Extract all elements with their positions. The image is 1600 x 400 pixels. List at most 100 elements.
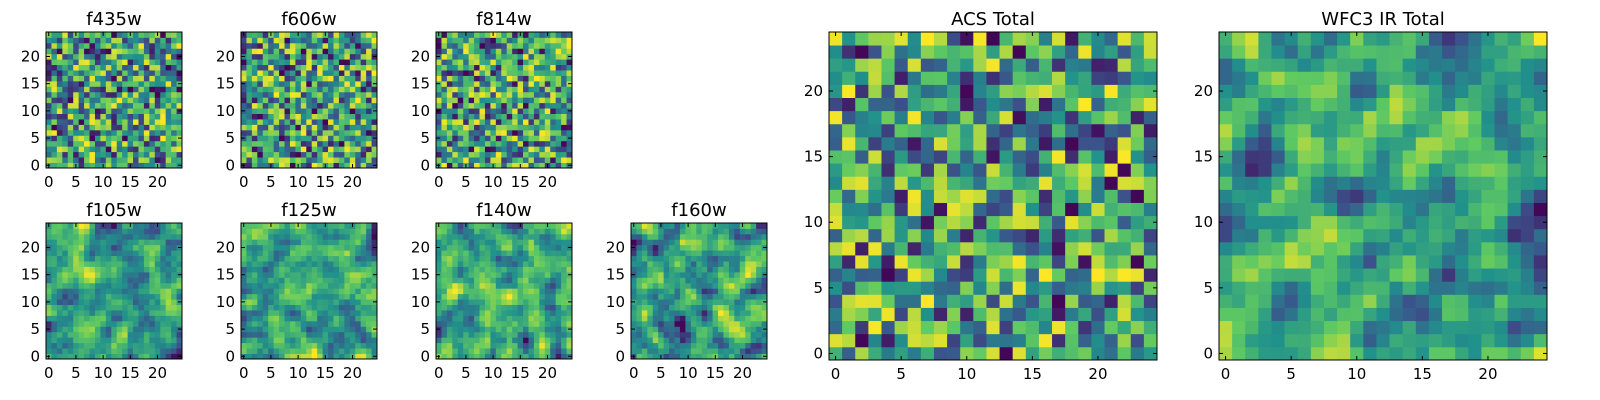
heatmap-cell bbox=[523, 304, 529, 311]
heatmap-cell bbox=[1143, 176, 1158, 190]
heatmap-cell bbox=[78, 97, 85, 104]
heatmap-cell bbox=[718, 266, 724, 273]
heatmap-cell bbox=[1025, 176, 1040, 190]
heatmap-cell bbox=[566, 250, 573, 257]
heatmap-cell bbox=[279, 353, 285, 360]
heatmap-cell bbox=[829, 176, 843, 190]
heatmap-cell bbox=[479, 80, 486, 87]
heatmap-cell bbox=[855, 281, 869, 295]
heatmap-cell bbox=[517, 75, 524, 82]
heatmap-cell bbox=[468, 261, 475, 267]
heatmap-cell bbox=[366, 162, 372, 169]
y-tick-label: 10 bbox=[216, 102, 235, 120]
heatmap-cell bbox=[344, 326, 351, 333]
heatmap-cell bbox=[739, 315, 746, 322]
heatmap-cell bbox=[56, 37, 63, 44]
heatmap-cell bbox=[468, 102, 475, 109]
heatmap-cell bbox=[322, 304, 329, 311]
heatmap-cell bbox=[94, 64, 101, 71]
x-tick-label: 15 bbox=[706, 364, 725, 382]
heatmap-cell bbox=[669, 310, 675, 316]
heatmap-cell bbox=[165, 102, 172, 109]
heatmap-cell bbox=[712, 299, 719, 305]
heatmap-cell bbox=[685, 244, 692, 251]
heatmap-cell bbox=[734, 277, 741, 284]
heatmap-cell bbox=[566, 255, 573, 262]
heatmap-cell bbox=[474, 228, 480, 235]
heatmap-cell bbox=[311, 64, 318, 71]
heatmap-cell bbox=[973, 150, 987, 164]
heatmap-cell bbox=[360, 97, 367, 104]
heatmap-cell bbox=[446, 255, 453, 262]
heatmap-cell bbox=[251, 135, 258, 142]
heatmap-cell bbox=[1038, 281, 1053, 295]
heatmap-cell bbox=[165, 146, 172, 153]
heatmap-cell bbox=[295, 124, 302, 131]
heatmap-cell bbox=[133, 75, 139, 82]
heatmap-cell bbox=[701, 228, 708, 235]
heatmap-cell bbox=[344, 266, 351, 273]
heatmap-cell bbox=[868, 307, 882, 322]
heatmap-cell bbox=[268, 255, 275, 262]
heatmap-cell bbox=[561, 129, 567, 136]
heatmap-cell bbox=[338, 239, 345, 246]
heatmap-cell bbox=[51, 331, 58, 338]
heatmap-cell bbox=[295, 97, 302, 104]
heatmap-cell bbox=[116, 102, 123, 109]
heatmap-cell bbox=[344, 108, 351, 114]
heatmap-cell bbox=[652, 255, 659, 262]
heatmap-cell bbox=[658, 348, 665, 354]
heatmap-cell bbox=[561, 331, 567, 338]
heatmap-cell bbox=[490, 129, 497, 136]
heatmap-cell bbox=[457, 129, 464, 136]
heatmap-cell bbox=[441, 255, 448, 262]
heatmap-cell bbox=[284, 342, 291, 349]
heatmap-cell bbox=[371, 32, 378, 38]
heatmap-cell bbox=[165, 108, 172, 114]
heatmap-cell bbox=[322, 129, 329, 136]
heatmap-cell bbox=[116, 293, 123, 300]
heatmap-cell bbox=[679, 348, 686, 354]
heatmap-cell bbox=[490, 320, 497, 327]
heatmap-cell bbox=[528, 299, 535, 305]
heatmap-cell bbox=[561, 86, 567, 93]
heatmap-cell bbox=[322, 331, 329, 338]
heatmap-cell bbox=[1012, 268, 1027, 282]
heatmap-cell bbox=[723, 348, 730, 354]
heatmap-cell bbox=[517, 310, 524, 316]
heatmap-cell bbox=[371, 261, 378, 267]
heatmap-cell bbox=[51, 348, 58, 354]
heatmap-cell bbox=[894, 320, 909, 335]
heatmap-cell bbox=[561, 48, 567, 55]
heatmap-cell bbox=[171, 337, 177, 344]
heatmap-cell bbox=[484, 70, 491, 76]
heatmap-cell bbox=[761, 277, 768, 284]
heatmap-cell bbox=[284, 337, 291, 344]
heatmap-cell bbox=[999, 333, 1014, 348]
x-tick-label: 15 bbox=[121, 364, 140, 382]
heatmap-cell bbox=[251, 299, 258, 305]
heatmap-cell bbox=[251, 326, 258, 333]
heatmap-cell bbox=[116, 315, 123, 322]
heatmap-cell bbox=[111, 271, 118, 278]
heatmap-cell bbox=[555, 277, 562, 284]
heatmap-cell bbox=[338, 59, 345, 66]
heatmap-cell bbox=[100, 70, 107, 76]
heatmap-cell bbox=[78, 157, 85, 163]
heatmap-cell bbox=[67, 119, 74, 125]
heatmap-cell bbox=[457, 310, 464, 316]
heatmap-cell bbox=[457, 64, 464, 71]
heatmap-cell bbox=[750, 315, 757, 322]
heatmap-cell bbox=[62, 146, 69, 153]
heatmap-cell bbox=[452, 353, 459, 360]
heatmap-cell bbox=[78, 331, 85, 338]
heatmap-cell bbox=[506, 342, 513, 349]
heatmap-cell bbox=[94, 228, 101, 235]
heatmap-cell bbox=[745, 304, 752, 311]
heatmap-cell bbox=[663, 282, 670, 289]
heatmap-cell bbox=[723, 288, 730, 295]
heatmap-cell bbox=[133, 80, 139, 87]
heatmap-cell bbox=[360, 162, 367, 169]
heatmap-cell bbox=[284, 162, 291, 169]
heatmap-cell bbox=[506, 233, 513, 240]
